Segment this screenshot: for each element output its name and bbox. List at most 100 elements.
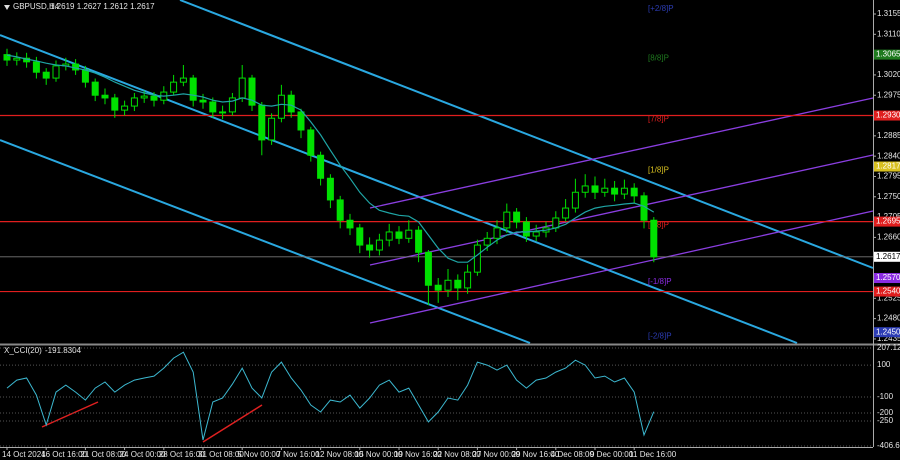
y-tick-label: 1.3110 <box>877 29 900 38</box>
candle-body <box>219 111 227 114</box>
level-axis-label: 1.2930 <box>876 111 900 120</box>
x-tick-label: 28 Oct 16:00 <box>159 450 205 459</box>
level-axis-box <box>874 161 900 172</box>
level-axis-box <box>874 327 900 338</box>
divergence-line <box>41 401 99 428</box>
level-axis-box <box>874 110 900 121</box>
candle-body <box>395 231 403 239</box>
cci-title: X_CCI(20) <box>4 346 42 355</box>
level-axis-box <box>874 286 900 297</box>
candle-body <box>297 111 305 131</box>
candle-body <box>326 177 334 201</box>
cci-tick-label: 100 <box>877 360 891 369</box>
y-tick-label: 1.2975 <box>877 90 900 99</box>
x-tick-label: 14 Oct 2024 <box>2 450 46 459</box>
level-axis-label: 1.2695 <box>876 217 900 226</box>
candle-body <box>581 185 589 193</box>
level-name: [6/8]P <box>648 221 669 230</box>
candle-body <box>140 95 148 99</box>
x-tick-label: 27 Nov 00:00 <box>472 450 520 459</box>
candle-body <box>532 231 540 237</box>
cci-tick-label: -200 <box>877 408 894 417</box>
candle-body <box>32 61 40 73</box>
trend-channel-upper <box>369 97 874 209</box>
candle-body <box>111 97 119 111</box>
level-axis-box <box>874 216 900 227</box>
candle-body <box>121 105 129 111</box>
candle-body <box>503 211 511 229</box>
candle-body <box>248 77 256 106</box>
x-tick-label: 16 Oct 16:00 <box>41 450 87 459</box>
candle-body <box>650 219 658 258</box>
level-name: [1/8]P <box>648 166 669 175</box>
quote: 1.2619 1.2627 1.2612 1.2617 <box>50 2 155 11</box>
x-tick-label: 31 Oct 08:00 <box>198 450 244 459</box>
y-tick-label: 1.2660 <box>877 233 900 242</box>
candle-body <box>91 81 99 96</box>
candle-body <box>356 227 364 246</box>
cci-line <box>6 351 655 441</box>
y-tick-label: 1.2480 <box>877 314 900 323</box>
channel-lower <box>0 139 531 344</box>
cci-divergence <box>41 401 263 443</box>
candle-body <box>522 221 530 237</box>
candle-body <box>424 251 432 286</box>
cci-value: -191.8304 <box>45 346 82 355</box>
trend-channel-middle <box>369 154 874 266</box>
candle-body <box>591 185 599 193</box>
candle-body <box>238 77 246 99</box>
level-name: [8/8]P <box>648 54 669 63</box>
candle-body <box>366 244 374 251</box>
x-tick-label: 24 Oct 00:00 <box>120 450 166 459</box>
x-tick-label: 19 Nov 16:00 <box>394 450 442 459</box>
level-axis-label: 1.2570 <box>876 273 900 282</box>
candle-body <box>3 54 11 61</box>
y-tick-label: 1.2525 <box>877 293 900 302</box>
moving-average <box>6 54 655 263</box>
cci-tick-label: -250 <box>877 416 894 425</box>
candle-body <box>336 199 344 221</box>
x-tick-label: 9 Dec 00:00 <box>590 450 634 459</box>
level-name: [7/8]P <box>648 115 669 124</box>
candle-body <box>483 237 491 246</box>
candle-body <box>434 284 442 291</box>
x-tick-label: 15 Nov 00:00 <box>355 450 403 459</box>
candle-body <box>493 227 501 239</box>
candle-body <box>101 94 109 99</box>
candle-body <box>444 279 452 291</box>
divergence-line <box>202 404 263 443</box>
level-name: [-1/8]P <box>648 277 672 286</box>
cci-tick-label: -406.677 <box>877 441 900 450</box>
x-tick-label: 4 Dec 08:00 <box>551 450 595 459</box>
cci-tick-label: -100 <box>877 392 894 401</box>
candle-body <box>170 81 178 93</box>
candle-body <box>13 57 21 61</box>
candle-body <box>473 244 481 273</box>
y-tick-label: 1.2795 <box>877 172 900 181</box>
candle-body <box>209 101 217 113</box>
candle-body <box>630 187 638 197</box>
level-axis-box <box>874 49 900 60</box>
candle-body <box>277 94 285 119</box>
x-tick-label: 11 Dec 16:00 <box>629 450 677 459</box>
chart-title: GBPUSD,H4 <box>13 2 60 11</box>
y-tick-label: 1.2885 <box>877 131 900 140</box>
candle-body <box>346 219 354 229</box>
candle-body <box>199 99 207 103</box>
channel-upper <box>179 0 874 269</box>
candle-body <box>620 187 628 195</box>
x-tick-label: 12 Nov 08:00 <box>316 450 364 459</box>
symbol-icon <box>4 5 10 10</box>
level-axis-label: 1.3065 <box>876 50 900 59</box>
candle-body <box>258 104 266 141</box>
x-tick-label: 21 Oct 08:00 <box>80 450 126 459</box>
last-price-box <box>874 251 900 262</box>
y-tick-label: 1.2840 <box>877 151 900 160</box>
level-axis-label: 1.2817 <box>876 162 900 171</box>
candle-body <box>189 77 197 101</box>
candle-body <box>375 239 383 251</box>
level-axis-label: 1.2450 <box>876 327 900 336</box>
y-tick-label: 1.3155 <box>877 9 900 18</box>
